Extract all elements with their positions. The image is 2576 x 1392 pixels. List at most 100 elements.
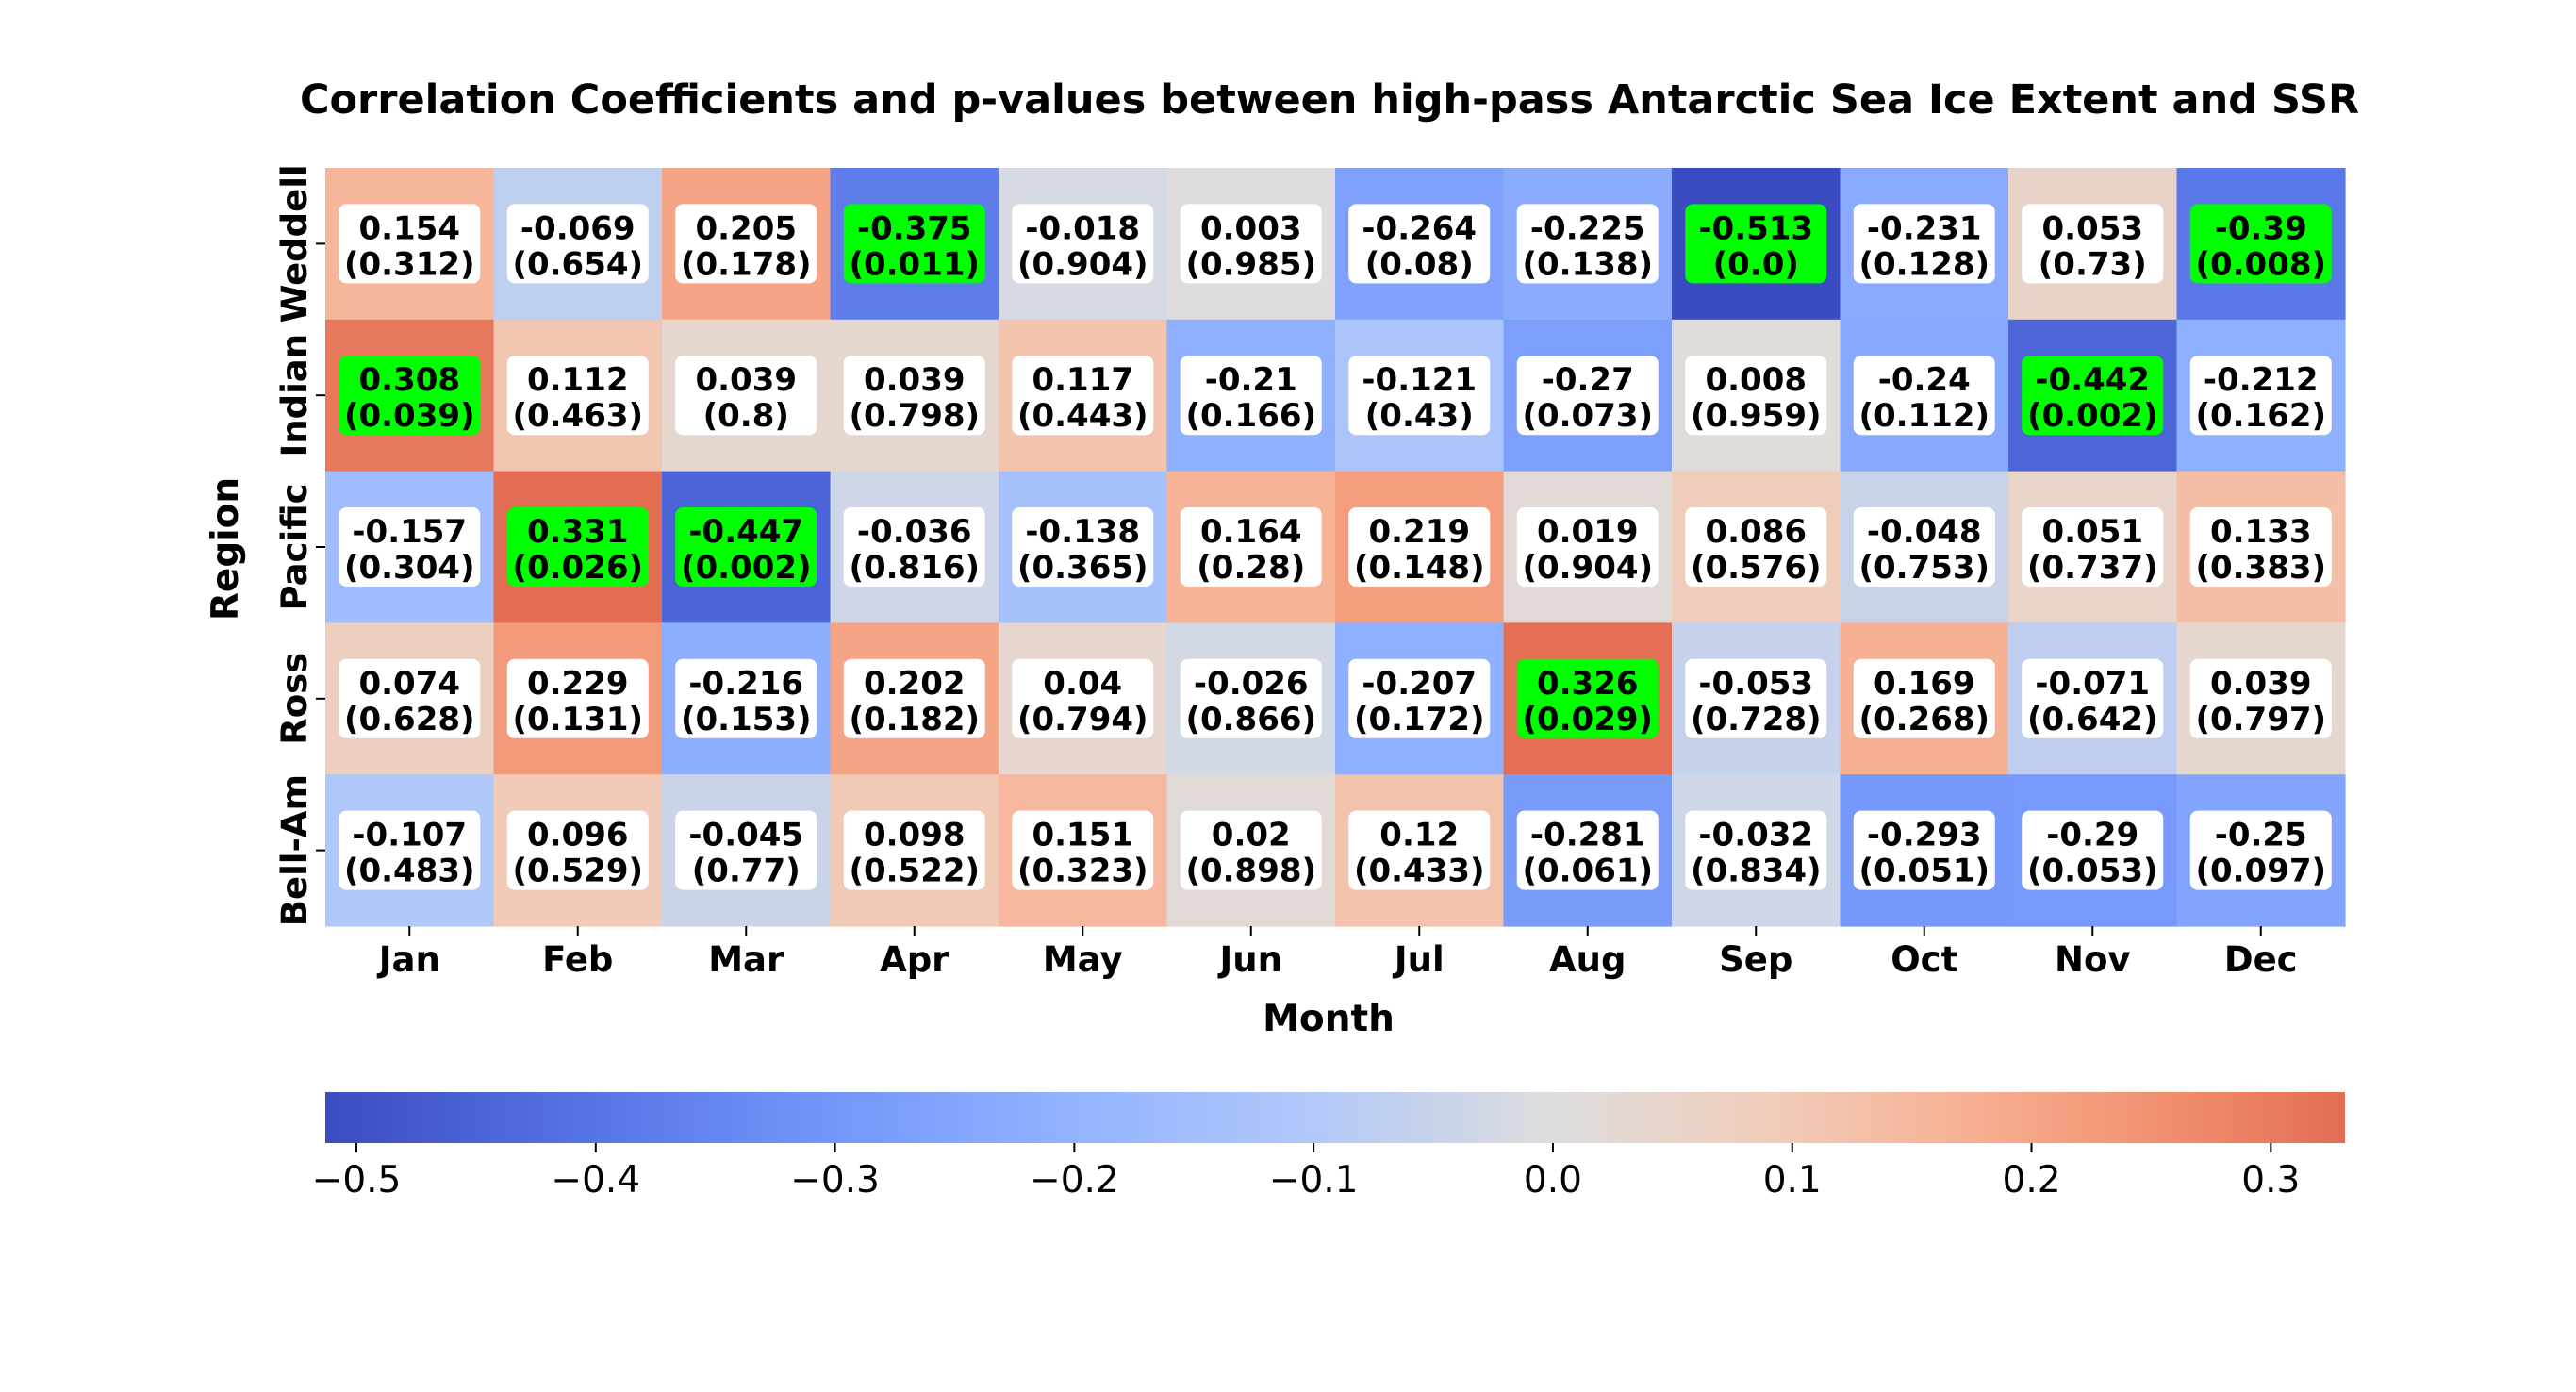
x-tick-label: Feb xyxy=(542,939,613,980)
cell-value-label: -0.231 xyxy=(1867,209,1982,247)
colorbar-tick-label: −0.1 xyxy=(1269,1159,1359,1201)
cell-label-box xyxy=(2022,507,2164,587)
cell-p-value-label: (0.522) xyxy=(849,853,980,890)
cell-label-box xyxy=(675,658,817,738)
cell-value-label: -0.29 xyxy=(2046,817,2138,854)
cell-label-box xyxy=(506,204,649,284)
cell-p-value-label: (0.737) xyxy=(2027,549,2158,587)
cell-p-value-label: (0.463) xyxy=(512,397,643,435)
cell-value-label: 0.112 xyxy=(527,361,629,399)
cell-p-value-label: (0.08) xyxy=(1365,245,1474,283)
cell-value-label: -0.375 xyxy=(857,209,972,247)
cell-p-value-label: (0.904) xyxy=(1017,245,1148,283)
significant-label-box xyxy=(1516,658,1659,738)
cell-p-value-label: (0.051) xyxy=(1858,853,1990,890)
significant-label-box xyxy=(1685,204,1827,284)
cell-p-value-label: (0.985) xyxy=(1185,245,1316,283)
cell-p-value-label: (0.834) xyxy=(1691,853,1822,890)
cell-label-box xyxy=(1516,810,1659,890)
cell-label-box xyxy=(1853,658,1995,738)
x-tick-label: Sep xyxy=(1719,939,1792,980)
cell-value-label: -0.293 xyxy=(1867,817,1982,854)
x-tick-label: Dec xyxy=(2224,939,2298,980)
cell-value-label: -0.026 xyxy=(1194,665,1309,703)
cell-p-value-label: (0.483) xyxy=(344,853,475,890)
cell-value-label: -0.157 xyxy=(352,513,467,551)
colorbar-tick-label: 0.1 xyxy=(1763,1159,1822,1201)
cell-label-box xyxy=(675,204,817,284)
cell-p-value-label: (0.898) xyxy=(1185,853,1316,890)
cell-label-box xyxy=(2189,507,2332,587)
significant-label-box xyxy=(2022,356,2164,436)
cell-label-box xyxy=(1516,356,1659,436)
cell-p-value-label: (0.8) xyxy=(703,397,789,435)
cell-value-label: -0.207 xyxy=(1362,665,1477,703)
cell-value-label: 0.205 xyxy=(695,209,797,247)
cell-p-value-label: (0.323) xyxy=(1017,853,1148,890)
cell-label-box xyxy=(1180,507,1322,587)
cell-p-value-label: (0.268) xyxy=(1858,701,1990,738)
y-axis-label: Region xyxy=(205,477,247,621)
cell-label-box xyxy=(843,658,985,738)
y-tick-label: Ross xyxy=(274,653,315,745)
y-axis: Weddell Indian Pacific Ross Bell-Am xyxy=(274,164,325,926)
cell-value-label: 0.039 xyxy=(864,361,966,399)
cell-value-label: 0.039 xyxy=(695,361,797,399)
cell-p-value-label: (0.112) xyxy=(1858,397,1990,435)
cell-value-label: 0.003 xyxy=(1200,209,1302,247)
x-axis: Jan Feb Mar Apr May Jun Jul Aug Sep Oct Nov Dec xyxy=(376,926,2298,980)
cell-value-label: -0.107 xyxy=(352,817,467,854)
cell-p-value-label: (0.654) xyxy=(512,245,643,283)
cell-value-label: 0.019 xyxy=(1537,513,1639,551)
cell-value-label: 0.331 xyxy=(527,513,629,551)
cell-label-box xyxy=(2189,356,2332,436)
cell-label-box xyxy=(1012,204,1154,284)
cell-p-value-label: (0.73) xyxy=(2039,245,2147,283)
cell-label-box xyxy=(2189,810,2332,890)
cell-label-box xyxy=(1012,658,1154,738)
cell-label-box xyxy=(1180,356,1322,436)
x-tick-label: Nov xyxy=(2055,939,2131,980)
cell-label-box xyxy=(2022,204,2164,284)
cell-value-label: 0.053 xyxy=(2041,209,2143,247)
cell-p-value-label: (0.728) xyxy=(1691,701,1822,738)
cell-p-value-label: (0.642) xyxy=(2027,701,2158,738)
cell-value-label: -0.225 xyxy=(1530,209,1645,247)
cell-p-value-label: (0.053) xyxy=(2027,853,2158,890)
cell-value-label: -0.513 xyxy=(1698,209,1813,247)
x-tick-label: May xyxy=(1043,939,1123,980)
colorbar-gradient xyxy=(325,1092,2345,1143)
x-tick-label: Mar xyxy=(708,939,784,980)
cell-value-label: -0.069 xyxy=(520,209,636,247)
colorbar-tick-label: −0.3 xyxy=(790,1159,880,1201)
cell-value-label: 0.308 xyxy=(358,361,460,399)
cell-value-label: 0.04 xyxy=(1043,665,1122,703)
cell-p-value-label: (0.166) xyxy=(1185,397,1316,435)
cell-annotations: 0.154(0.312) -0.069(0.654) 0.205(0.178) -0.… xyxy=(339,204,2332,890)
cell-label-box xyxy=(1348,204,1491,284)
significant-label-box xyxy=(506,507,649,587)
cell-value-label: -0.25 xyxy=(2215,817,2307,854)
cell-value-label: -0.018 xyxy=(1025,209,1140,247)
cell-value-label: 0.326 xyxy=(1537,665,1639,703)
x-tick-label: Jul xyxy=(1392,939,1445,980)
cell-label-box xyxy=(1853,507,1995,587)
cell-value-label: 0.117 xyxy=(1032,361,1133,399)
cell-value-label: -0.138 xyxy=(1025,513,1140,551)
cell-label-box xyxy=(339,810,481,890)
cell-label-box xyxy=(1012,810,1154,890)
cell-value-label: -0.24 xyxy=(1878,361,1971,399)
colorbar-tick-label: 0.0 xyxy=(1524,1159,1582,1201)
cell-value-label: -0.281 xyxy=(1530,817,1645,854)
cell-value-label: 0.12 xyxy=(1379,817,1459,854)
cell-p-value-label: (0.061) xyxy=(1522,853,1653,890)
chart-title: Correlation Coefficients and p-values be… xyxy=(300,76,2359,124)
cell-value-label: -0.036 xyxy=(857,513,972,551)
cell-value-label: 0.096 xyxy=(527,817,629,854)
cell-value-label: -0.264 xyxy=(1362,209,1477,247)
cell-value-label: 0.164 xyxy=(1200,513,1302,551)
cell-label-box xyxy=(339,204,481,284)
cell-label-box xyxy=(506,810,649,890)
cell-p-value-label: (0.798) xyxy=(849,397,980,435)
